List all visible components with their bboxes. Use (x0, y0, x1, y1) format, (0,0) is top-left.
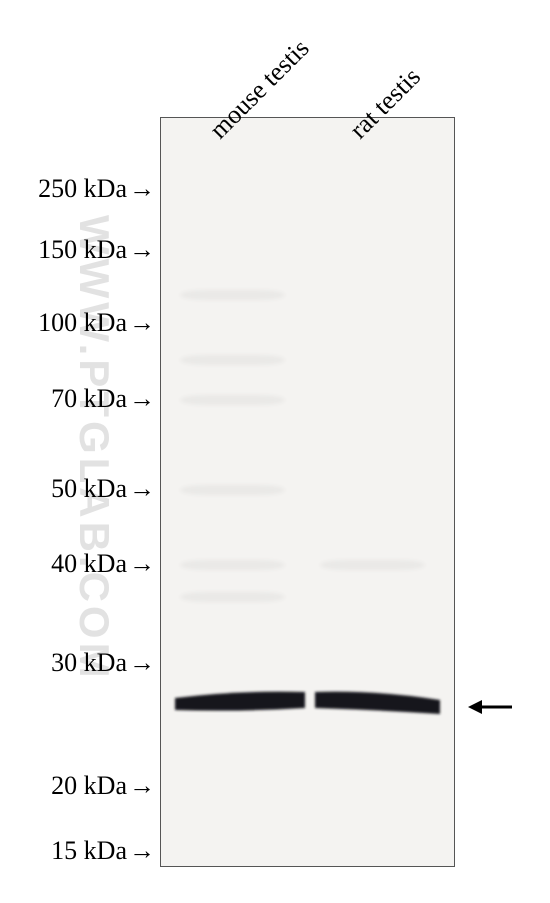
arrow-right-icon: → (129, 235, 155, 265)
faint-band (180, 485, 285, 495)
mw-40: 40 kDa→ (51, 549, 155, 579)
mw-100: 100 kDa→ (38, 308, 155, 338)
arrow-right-icon: → (129, 474, 155, 504)
mw-label: 250 kDa (38, 174, 127, 203)
mw-250: 250 kDa→ (38, 174, 155, 204)
mw-label: 50 kDa (51, 474, 127, 503)
faint-band (320, 560, 425, 570)
mw-label: 150 kDa (38, 235, 127, 264)
faint-band (180, 395, 285, 405)
mw-label: 100 kDa (38, 308, 127, 337)
arrow-right-icon: → (129, 308, 155, 338)
arrow-right-icon: → (129, 174, 155, 204)
mw-15: 15 kDa→ (51, 836, 155, 866)
faint-band (180, 290, 285, 300)
arrow-right-icon: → (129, 771, 155, 801)
faint-band (180, 592, 285, 602)
mw-label: 30 kDa (51, 648, 127, 677)
arrow-right-icon: → (129, 384, 155, 414)
mw-label: 15 kDa (51, 836, 127, 865)
mw-label: 20 kDa (51, 771, 127, 800)
mw-70: 70 kDa→ (51, 384, 155, 414)
faint-band (180, 355, 285, 365)
mw-30: 30 kDa→ (51, 648, 155, 678)
mw-20: 20 kDa→ (51, 771, 155, 801)
mw-label: 70 kDa (51, 384, 127, 413)
mw-150: 150 kDa→ (38, 235, 155, 265)
watermark-text: WWW.PTGLAB.COM (70, 215, 118, 682)
arrow-right-icon: → (129, 648, 155, 678)
mw-50: 50 kDa→ (51, 474, 155, 504)
faint-band (180, 560, 285, 570)
target-band-arrow-icon (468, 695, 513, 719)
arrow-right-icon: → (129, 836, 155, 866)
figure-canvas: WWW.PTGLAB.COM mouse testis rat testis 2… (0, 0, 550, 903)
mw-label: 40 kDa (51, 549, 127, 578)
arrow-right-icon: → (129, 549, 155, 579)
